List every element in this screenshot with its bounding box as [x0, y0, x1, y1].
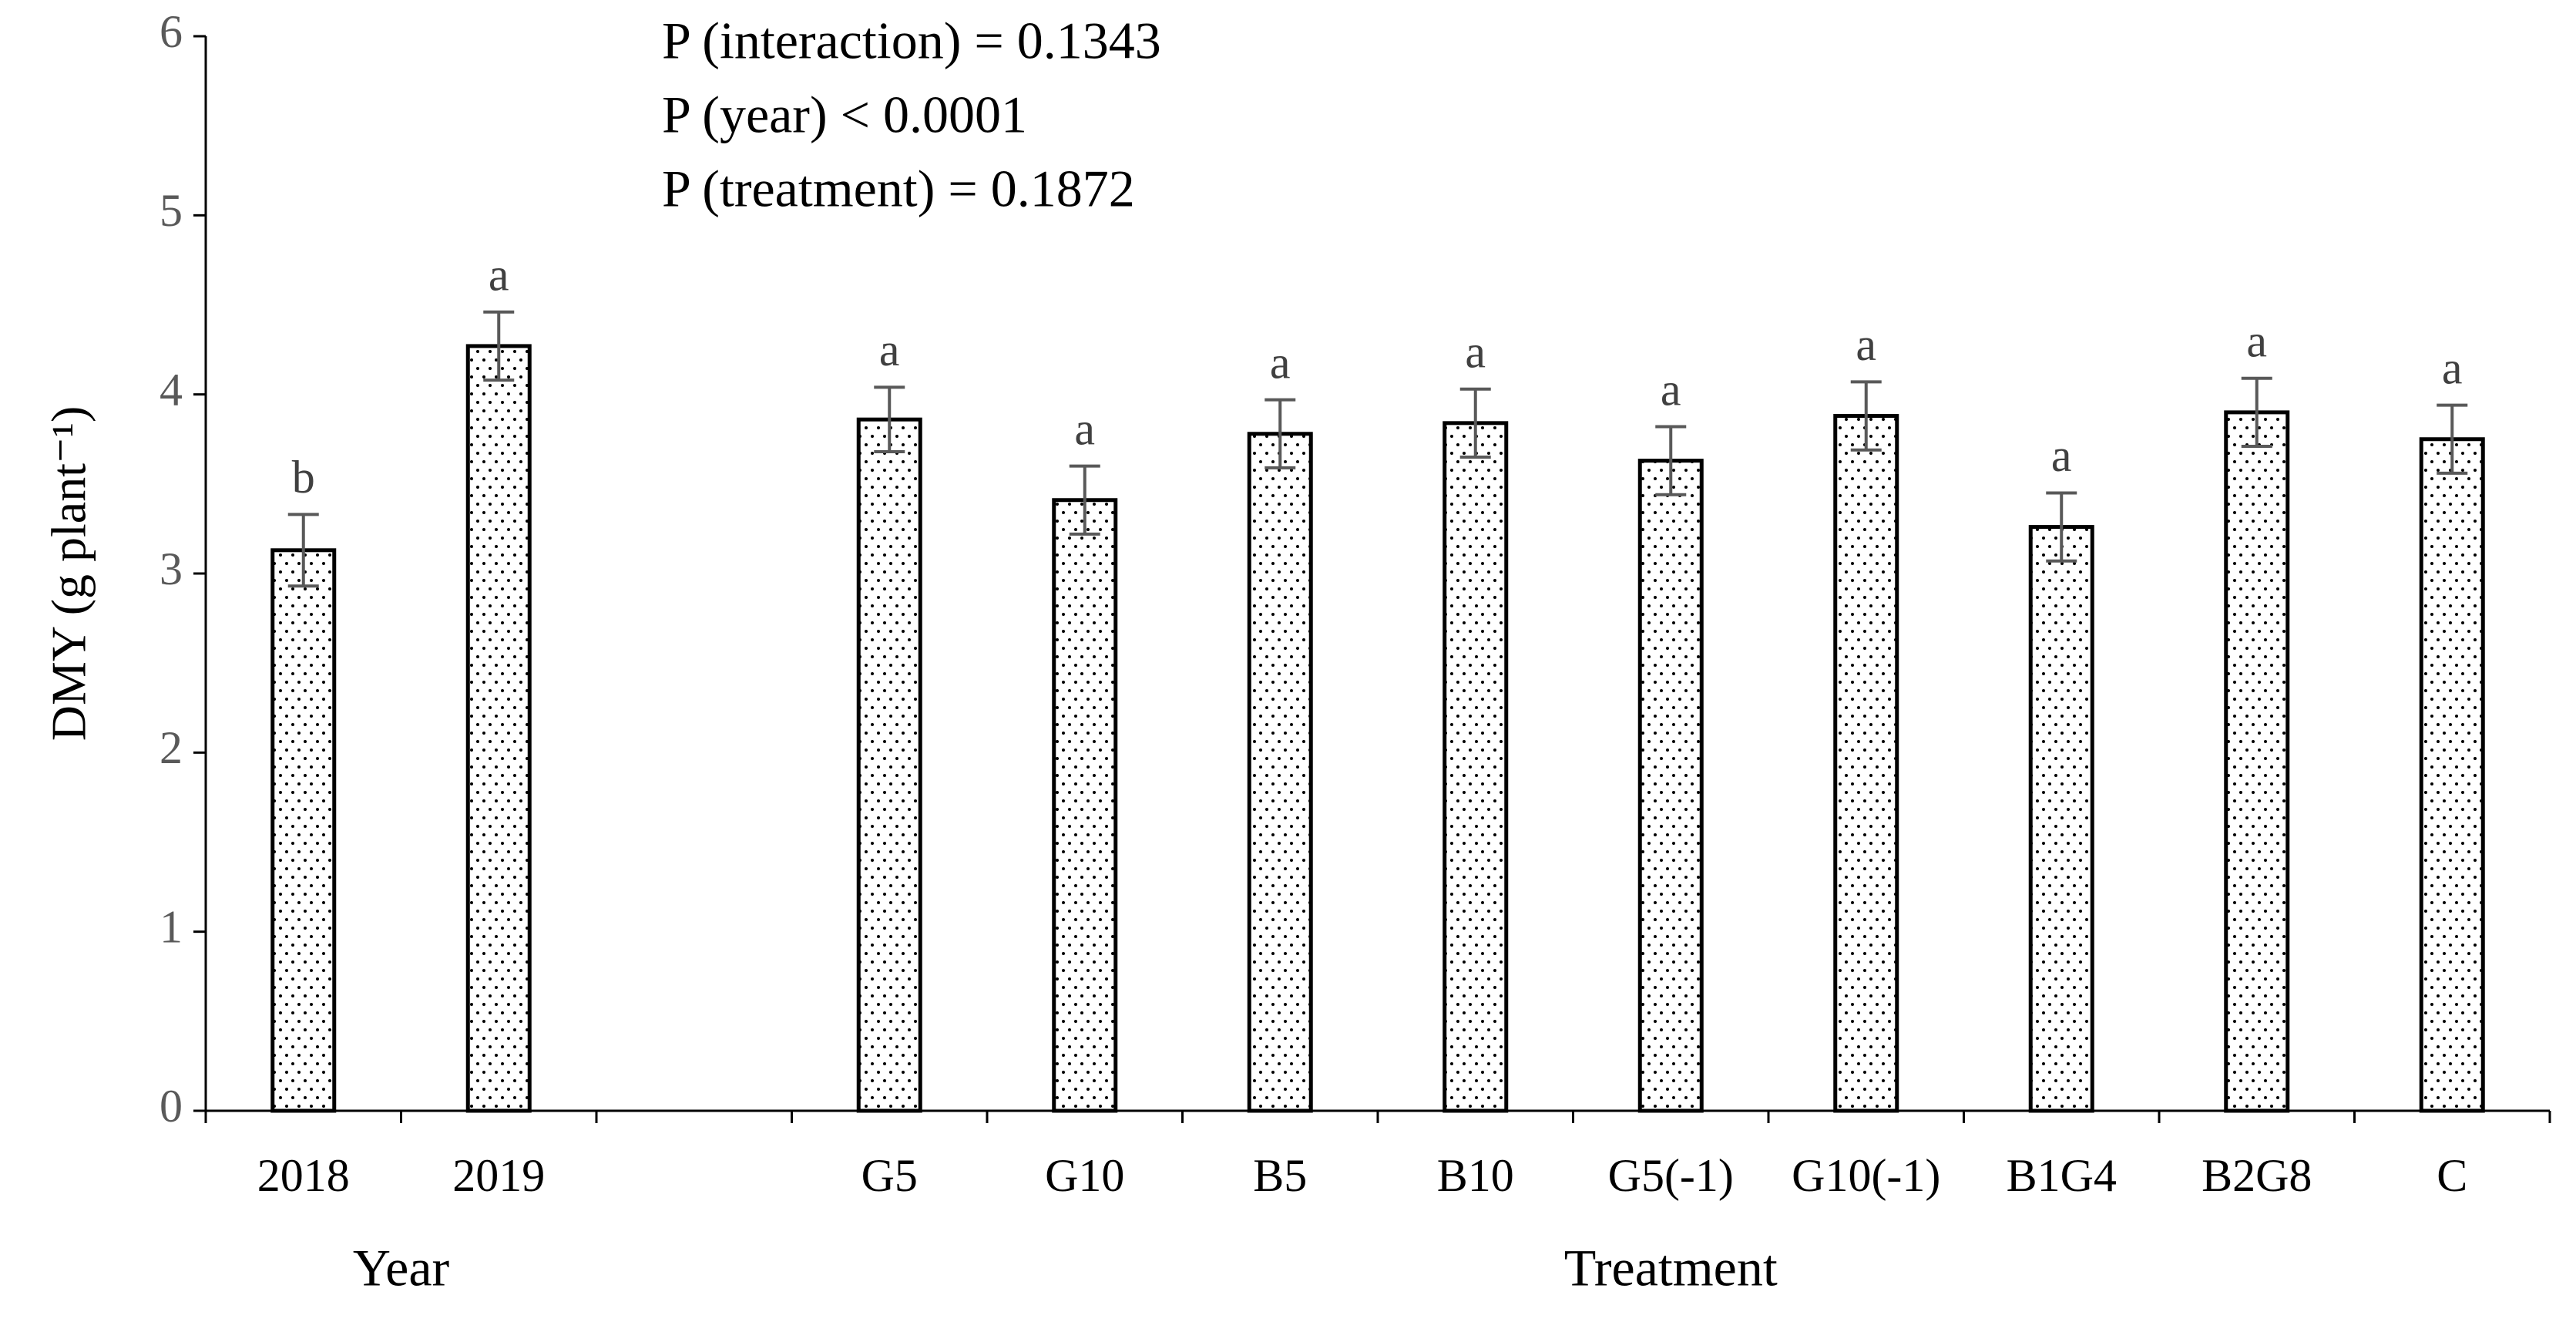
x-tick-label: B5	[1253, 1150, 1307, 1201]
y-tick-label: 3	[160, 543, 183, 594]
y-tick-label: 6	[160, 6, 183, 57]
significance-letter: a	[1270, 337, 1291, 388]
x-tick-label: G5	[861, 1150, 918, 1201]
group-label: Treatment	[1564, 1239, 1778, 1297]
annotation: P (interaction) = 0.1343	[662, 12, 1161, 70]
x-tick-label: 2018	[257, 1150, 350, 1201]
bar	[1833, 414, 1899, 1113]
bar	[1247, 432, 1313, 1113]
y-tick-label: 2	[160, 722, 183, 773]
x-tick-label: B10	[1437, 1150, 1514, 1201]
bar	[2224, 410, 2290, 1113]
x-tick-label: B1G4	[2007, 1150, 2117, 1201]
annotation: P (year) < 0.0001	[662, 86, 1027, 144]
significance-letter: a	[1074, 403, 1095, 454]
bar	[465, 344, 532, 1113]
significance-letter: a	[1465, 326, 1486, 377]
y-axis-label: DMY (g plant⁻¹)	[42, 406, 96, 742]
x-tick-label: G10	[1045, 1150, 1124, 1201]
x-tick-label: G10(-1)	[1792, 1150, 1940, 1201]
bar	[2419, 437, 2485, 1113]
x-tick-label: B2G8	[2202, 1150, 2312, 1201]
significance-letter: b	[292, 452, 315, 503]
group-label: Year	[353, 1239, 450, 1297]
significance-letter: a	[879, 325, 900, 375]
y-tick-label: 1	[160, 901, 183, 952]
significance-letter: a	[2051, 430, 2072, 481]
significance-letter: a	[2442, 342, 2463, 393]
bar	[856, 417, 922, 1113]
x-tick-label: G5(-1)	[1608, 1150, 1734, 1201]
x-tick-label: C	[2437, 1150, 2467, 1201]
annotation: P (treatment) = 0.1872	[662, 160, 1135, 218]
x-tick-label: 2019	[452, 1150, 545, 1201]
y-tick-label: 5	[160, 185, 183, 236]
significance-letter: a	[1856, 319, 1876, 370]
significance-letter: a	[489, 250, 509, 301]
bar	[1442, 421, 1509, 1113]
significance-letter: a	[2246, 316, 2267, 367]
bar	[2028, 525, 2094, 1113]
y-tick-label: 4	[160, 364, 183, 415]
significance-letter: a	[1661, 364, 1681, 415]
bar	[1052, 498, 1118, 1113]
bar	[270, 548, 337, 1113]
y-tick-label: 0	[160, 1081, 183, 1132]
bar	[1637, 459, 1704, 1113]
